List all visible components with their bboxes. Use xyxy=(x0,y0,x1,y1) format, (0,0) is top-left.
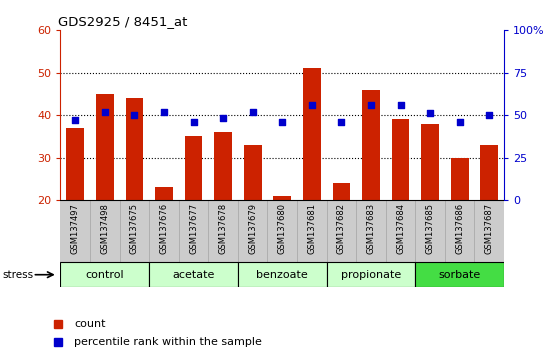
Text: benzoate: benzoate xyxy=(256,270,308,280)
Point xyxy=(160,109,169,114)
Bar xyxy=(333,183,350,200)
Point xyxy=(426,110,435,116)
Bar xyxy=(391,119,409,200)
Bar xyxy=(214,132,232,200)
Text: GSM137677: GSM137677 xyxy=(189,203,198,254)
Text: GSM137686: GSM137686 xyxy=(455,203,464,254)
Point xyxy=(218,116,227,121)
Text: propionate: propionate xyxy=(341,270,401,280)
Point xyxy=(455,119,464,125)
Point xyxy=(278,119,287,125)
Text: GSM137680: GSM137680 xyxy=(278,203,287,254)
Bar xyxy=(60,262,149,287)
Text: GSM137685: GSM137685 xyxy=(426,203,435,254)
Text: GSM137679: GSM137679 xyxy=(248,203,257,254)
Text: GSM137678: GSM137678 xyxy=(218,203,227,254)
Text: stress: stress xyxy=(3,270,34,280)
Text: GSM137684: GSM137684 xyxy=(396,203,405,254)
Bar xyxy=(125,98,143,200)
Bar xyxy=(185,136,202,200)
Text: GDS2925 / 8451_at: GDS2925 / 8451_at xyxy=(58,15,187,28)
Bar xyxy=(96,94,114,200)
Bar xyxy=(480,145,498,200)
Point xyxy=(307,102,316,108)
Text: GSM137498: GSM137498 xyxy=(100,203,109,254)
Point xyxy=(248,109,257,114)
Text: GSM137681: GSM137681 xyxy=(307,203,316,254)
Text: sorbate: sorbate xyxy=(438,270,481,280)
Bar xyxy=(149,262,238,287)
Point xyxy=(130,112,139,118)
Bar xyxy=(273,196,291,200)
Point xyxy=(100,109,109,114)
Bar xyxy=(244,145,262,200)
Point xyxy=(396,102,405,108)
Text: count: count xyxy=(74,319,106,329)
Text: GSM137682: GSM137682 xyxy=(337,203,346,254)
Text: GSM137676: GSM137676 xyxy=(160,203,169,254)
Bar xyxy=(421,124,439,200)
Point xyxy=(337,119,346,125)
Point xyxy=(189,119,198,125)
Text: control: control xyxy=(86,270,124,280)
Bar xyxy=(451,158,469,200)
Text: GSM137683: GSM137683 xyxy=(366,203,375,254)
Text: GSM137497: GSM137497 xyxy=(71,203,80,254)
Bar xyxy=(326,262,416,287)
Text: acetate: acetate xyxy=(172,270,214,280)
Text: percentile rank within the sample: percentile rank within the sample xyxy=(74,337,262,347)
Bar xyxy=(155,187,173,200)
Text: GSM137687: GSM137687 xyxy=(485,203,494,254)
Bar xyxy=(303,68,321,200)
Point xyxy=(366,102,375,108)
Text: GSM137675: GSM137675 xyxy=(130,203,139,254)
Bar xyxy=(362,90,380,200)
Point xyxy=(71,117,80,123)
Bar xyxy=(416,262,504,287)
Bar xyxy=(67,128,84,200)
Bar xyxy=(238,262,326,287)
Point xyxy=(485,112,494,118)
